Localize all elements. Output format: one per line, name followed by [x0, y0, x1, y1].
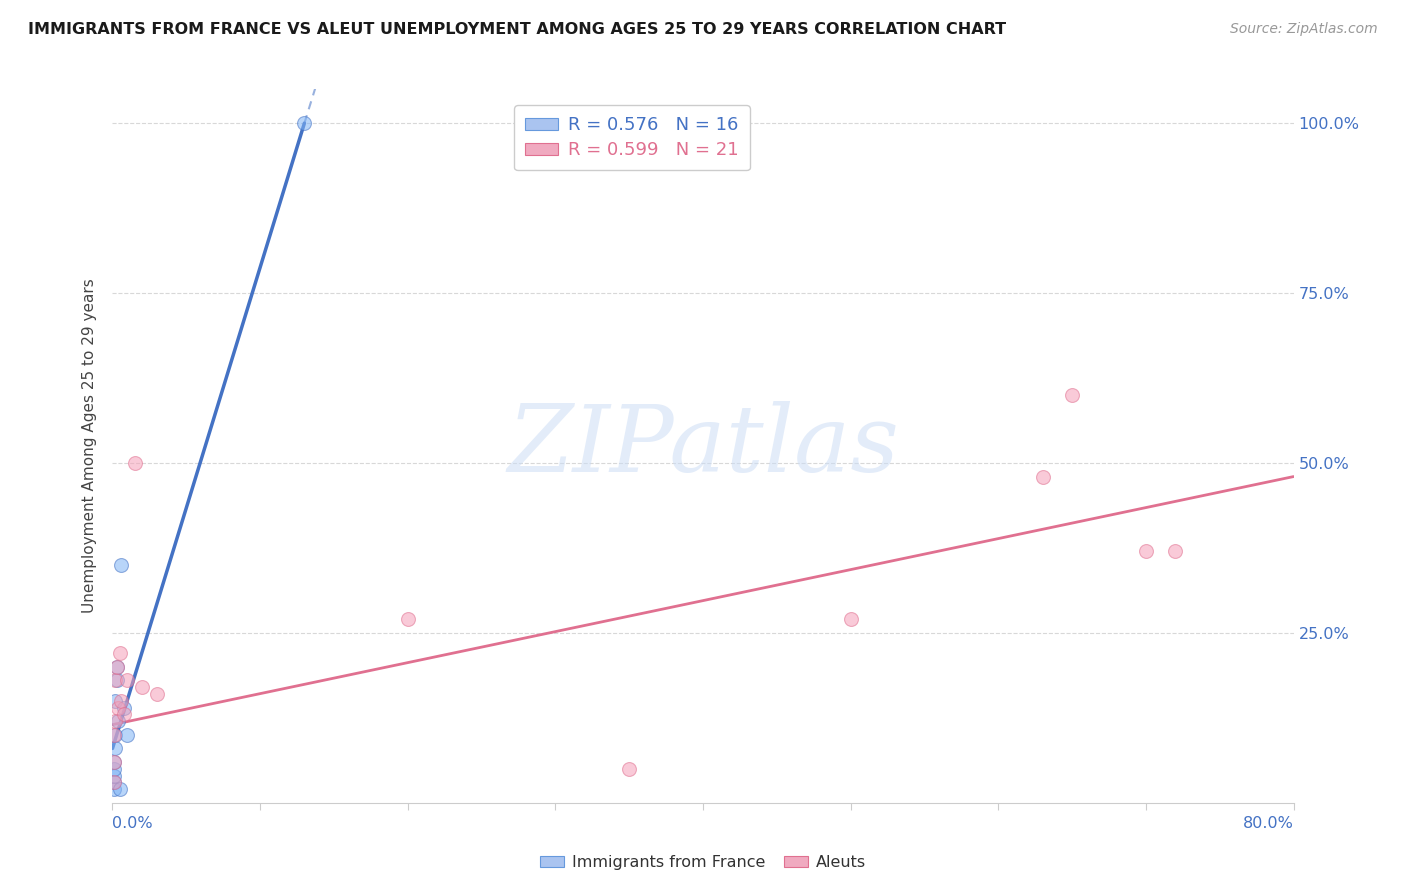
- Point: [117, 728, 138, 742]
- Text: 80.0%: 80.0%: [1243, 816, 1294, 831]
- Point: [110, 694, 132, 708]
- Point: [839, 612, 862, 626]
- Point: [108, 646, 131, 660]
- Point: [103, 769, 125, 783]
- Point: [292, 116, 315, 130]
- Point: [396, 612, 419, 626]
- Legend: Immigrants from France, Aleuts: Immigrants from France, Aleuts: [533, 849, 873, 877]
- Point: [107, 714, 129, 729]
- Point: [1032, 469, 1054, 483]
- Point: [103, 775, 125, 789]
- Text: Source: ZipAtlas.com: Source: ZipAtlas.com: [1230, 22, 1378, 37]
- Point: [104, 673, 127, 688]
- Point: [1135, 544, 1157, 558]
- Point: [105, 660, 128, 674]
- Point: [107, 700, 129, 714]
- Point: [105, 673, 128, 688]
- Point: [1062, 388, 1084, 402]
- Point: [112, 700, 135, 714]
- Text: IMMIGRANTS FROM FRANCE VS ALEUT UNEMPLOYMENT AMONG AGES 25 TO 29 YEARS CORRELATI: IMMIGRANTS FROM FRANCE VS ALEUT UNEMPLOY…: [28, 22, 1007, 37]
- Point: [131, 680, 153, 694]
- Point: [103, 755, 125, 769]
- Point: [105, 660, 128, 674]
- Point: [104, 741, 127, 756]
- Point: [619, 762, 641, 776]
- Point: [103, 762, 125, 776]
- Point: [103, 775, 125, 789]
- Point: [104, 728, 127, 742]
- Point: [103, 755, 125, 769]
- Point: [104, 694, 127, 708]
- Point: [103, 782, 125, 797]
- Point: [104, 714, 127, 729]
- Point: [110, 558, 132, 572]
- Point: [1164, 544, 1187, 558]
- Point: [103, 728, 125, 742]
- Point: [117, 673, 138, 688]
- Point: [108, 782, 131, 797]
- Y-axis label: Unemployment Among Ages 25 to 29 years: Unemployment Among Ages 25 to 29 years: [82, 278, 97, 614]
- Point: [146, 687, 169, 701]
- Point: [124, 456, 146, 470]
- Text: 0.0%: 0.0%: [112, 816, 153, 831]
- Point: [112, 707, 135, 722]
- Text: ZIPatlas: ZIPatlas: [508, 401, 898, 491]
